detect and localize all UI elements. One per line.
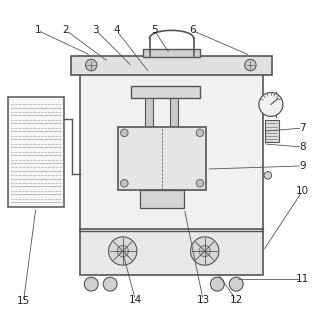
Circle shape	[199, 245, 211, 257]
Bar	[80, 67, 263, 230]
Circle shape	[117, 245, 128, 257]
Bar	[131, 85, 200, 98]
Text: 15: 15	[17, 296, 30, 307]
Text: 10: 10	[296, 186, 309, 196]
Bar	[265, 120, 279, 142]
Text: 12: 12	[230, 295, 243, 305]
Bar	[145, 98, 153, 152]
Bar	[143, 49, 200, 57]
Text: 14: 14	[129, 295, 142, 305]
Circle shape	[264, 172, 272, 179]
Text: 9: 9	[299, 161, 306, 171]
Text: 11: 11	[296, 274, 309, 284]
Text: 13: 13	[197, 295, 210, 305]
Circle shape	[121, 180, 128, 187]
Text: 6: 6	[189, 25, 195, 36]
Text: 4: 4	[113, 25, 120, 36]
Bar	[71, 56, 273, 74]
Bar	[140, 190, 184, 208]
Circle shape	[229, 277, 243, 291]
Bar	[118, 127, 206, 190]
Circle shape	[211, 277, 224, 291]
Circle shape	[84, 277, 98, 291]
Circle shape	[121, 129, 128, 137]
Circle shape	[196, 129, 204, 137]
Circle shape	[196, 180, 204, 187]
Text: 2: 2	[63, 25, 69, 36]
Text: 5: 5	[151, 25, 158, 36]
Text: 7: 7	[299, 123, 306, 133]
Bar	[80, 229, 263, 275]
Text: 1: 1	[34, 25, 41, 36]
Circle shape	[259, 92, 283, 117]
Circle shape	[103, 277, 117, 291]
Circle shape	[108, 237, 137, 265]
Bar	[170, 98, 178, 152]
Text: 3: 3	[93, 25, 99, 36]
Text: 8: 8	[299, 142, 306, 152]
Circle shape	[190, 237, 219, 265]
Circle shape	[245, 59, 256, 71]
Circle shape	[86, 59, 97, 71]
Bar	[8, 96, 65, 207]
